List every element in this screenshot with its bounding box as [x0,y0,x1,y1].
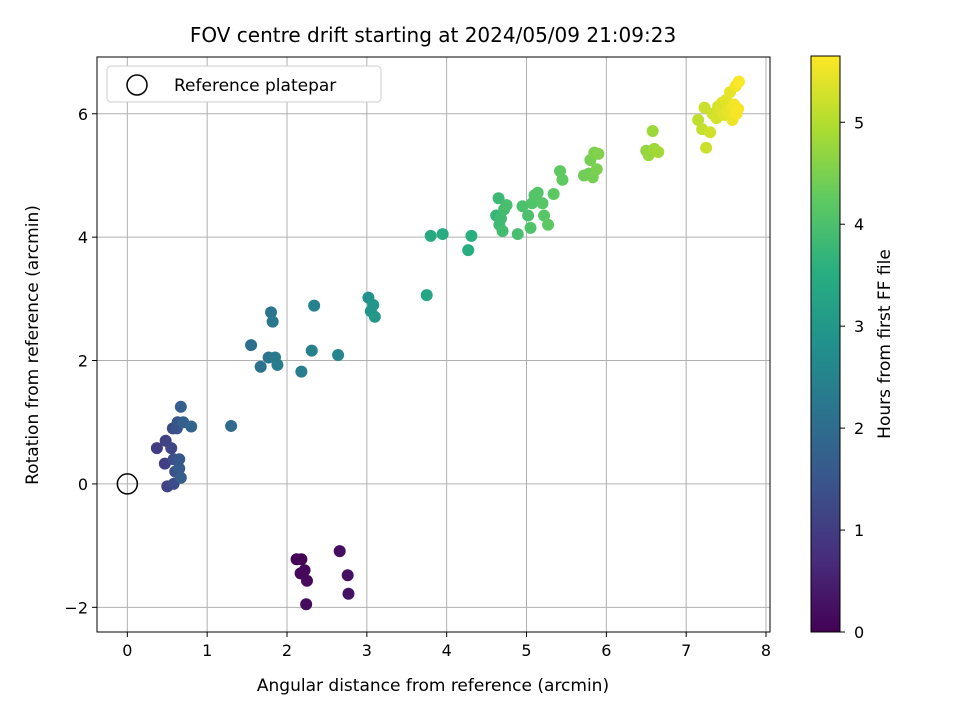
data-point [300,598,313,611]
data-point [538,209,551,222]
x-tick-label: 8 [761,641,771,660]
legend-box [106,65,382,103]
data-point [367,299,380,312]
colorbar-tick-label: 4 [854,215,864,234]
data-point [332,348,345,361]
colorbar-gradient [810,55,841,633]
data-point [465,229,478,242]
colorbar-tick-label: 3 [854,317,864,336]
colorbar-tick-label: 5 [854,113,864,132]
data-point [185,420,198,433]
data-point [462,244,475,257]
data-point [298,564,311,577]
y-tick-label: 6 [78,105,88,124]
reference-point [116,473,139,495]
data-point [173,462,186,475]
data-point [590,163,603,176]
data-point [300,574,313,587]
data-point [516,200,529,213]
chart-title: FOV centre drift starting at 2024/05/09 … [190,23,676,47]
data-point [542,218,555,231]
data-point [547,187,560,200]
reference-marker [116,473,139,495]
y-tick-label: 2 [78,352,88,371]
y-tick-label: 4 [78,228,88,247]
plot-frame [96,56,771,633]
data-point [732,75,745,88]
data-point [165,442,178,455]
x-tick-label: 4 [442,641,452,660]
data-point [524,221,537,234]
y-tick-label: −2 [64,598,88,617]
data-point [174,400,187,413]
colorbar: 0 1 2 3 4 5 Hours from first FF file [810,55,895,642]
data-point [271,358,284,371]
data-point [646,125,659,138]
colorbar-label: Hours from first FF file [875,249,895,439]
data-point [700,141,713,154]
x-tick-label: 1 [202,641,212,660]
data-point [692,113,705,126]
data-point [295,553,308,566]
data-point [173,453,186,466]
data-point [511,228,524,241]
data-point [732,102,745,115]
data-point [531,186,544,199]
y-axis-label: Rotation from reference (arcmin) [23,205,43,485]
x-axis-ticks: 0 1 2 3 4 5 6 7 8 [122,632,771,660]
data-point [424,229,437,242]
x-tick-label: 6 [601,641,611,660]
grid-lines [97,57,770,632]
x-axis-label: Angular distance from reference (arcmin) [257,676,609,696]
x-tick-label: 7 [681,641,691,660]
data-point [342,587,355,600]
data-point [368,310,381,323]
data-point [254,360,267,373]
data-points [150,75,745,611]
data-point [150,442,163,455]
data-point [704,126,717,139]
data-point [295,365,308,378]
x-tick-label: 2 [282,641,292,660]
data-point [592,147,605,160]
data-point [420,289,433,302]
colorbar-tick-label: 2 [854,419,864,438]
data-point [308,299,321,312]
colorbar-tick-label: 0 [854,623,864,642]
data-point [436,228,449,241]
y-tick-label: 0 [78,475,88,494]
data-point [522,209,535,222]
data-point [245,339,258,352]
x-tick-label: 0 [122,641,132,660]
colorbar-ticks: 0 1 2 3 4 5 [840,113,864,642]
data-point [536,197,549,210]
data-point [652,146,665,159]
colorbar-tick-label: 1 [854,521,864,540]
data-point [174,471,187,484]
y-axis-ticks: −2 0 2 4 6 [64,105,97,617]
legend-entry: Reference platepar [174,76,336,96]
data-point [492,192,505,205]
data-point [265,306,278,319]
data-point [333,545,346,558]
legend: Reference platepar [106,65,382,103]
data-point [266,315,279,328]
data-point [556,173,569,186]
x-tick-label: 5 [521,641,531,660]
legend-marker [126,74,148,96]
data-point [494,212,507,225]
data-point [305,344,318,357]
data-point [496,224,509,237]
data-point [225,419,238,432]
data-point [341,569,354,582]
data-point [500,199,513,212]
x-tick-label: 3 [362,641,372,660]
